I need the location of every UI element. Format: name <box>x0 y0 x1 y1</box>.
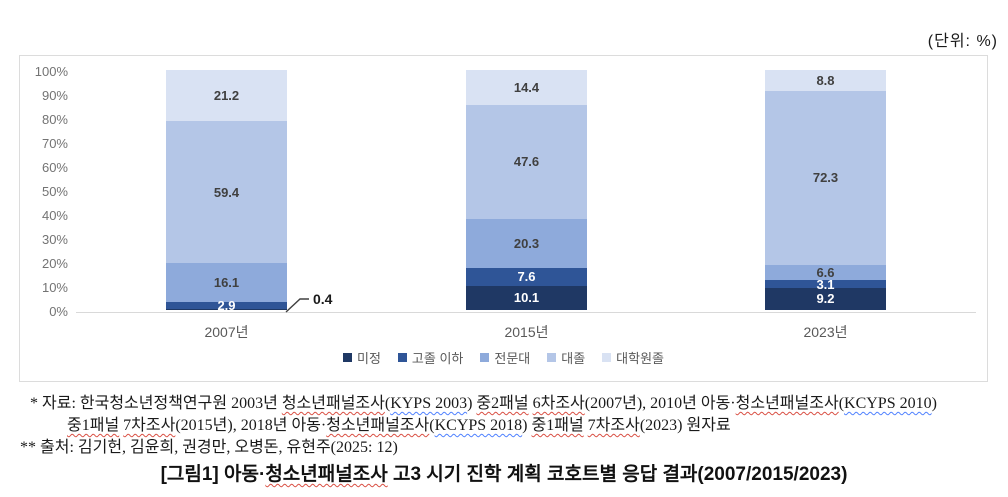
bar-2023년: 9.2 3.1 6.6 72.3 8.8 <box>765 70 886 310</box>
segment-value-label: 9.2 <box>816 291 835 307</box>
segment-고졸 이하: 3.1 <box>765 277 886 292</box>
text-segment: 7차조사 <box>587 417 640 434</box>
bar-2015년: 10.1 7.6 20.3 47.6 14.4 <box>466 70 587 310</box>
segment-value-label: 20.3 <box>513 235 540 251</box>
text-segment: ( <box>838 395 845 412</box>
y-axis-tick: 0% <box>49 304 68 319</box>
segment-value-label: 10.1 <box>513 290 540 306</box>
text-segment: 중1패널 <box>531 417 584 434</box>
y-axis-tick: 90% <box>41 88 68 103</box>
x-axis-category-label: 2007년 <box>204 324 249 340</box>
segment-미정: 9.2 <box>765 287 886 310</box>
segment-value-label: 6.6 <box>816 265 835 281</box>
y-axis-tick: 50% <box>41 184 68 199</box>
legend-marker-icon <box>602 353 612 362</box>
segment-대학원졸: 8.8 <box>765 70 886 92</box>
text-segment: ) <box>931 395 937 412</box>
footnote-citation-line: ** 출처: 김기헌, 김윤희, 권경만, 오병돈, 유현주(2025: 12) <box>20 433 398 457</box>
y-axis-tick: 30% <box>41 232 68 247</box>
segment-미정: 10.1 <box>466 285 587 310</box>
legend-item-전문대: 전문대 <box>480 348 530 367</box>
legend-label: 전문대 <box>494 351 531 366</box>
y-axis-tick: 40% <box>41 208 68 223</box>
segment-미정 <box>166 309 287 310</box>
segment-value-label: 72.3 <box>812 170 839 186</box>
segment-전문대: 16.1 <box>166 263 287 303</box>
x-axis-category-label: 2023년 <box>803 324 848 340</box>
legend-label: 고졸 이하 <box>411 351 464 366</box>
text-segment: ) <box>522 417 532 434</box>
text-segment: ** 출처: 김기헌, 김윤희, 권경만, 오병돈, 유현주(2025: 12) <box>20 439 398 456</box>
legend-label: 미정 <box>356 351 381 366</box>
footnote-source-line-2: 중1패널 7차조사(2015년), 2018년 아동·청소년패널조사(KCYPS… <box>67 411 731 435</box>
bar-2007년: 2.9 16.1 59.4 21.2 <box>166 70 287 313</box>
text-segment: ) <box>467 395 477 412</box>
x-axis-category-label: 2015년 <box>504 324 549 340</box>
legend-label: 대졸 <box>561 351 586 366</box>
y-axis-tick: 100% <box>34 64 68 79</box>
text-segment: KCYPS 2018 <box>434 417 523 434</box>
footnote-source-line-1: * 자료: 한국청소년정책연구원 2003년 청소년패널조사(KYPS 2003… <box>30 389 937 413</box>
legend-marker-icon <box>547 353 557 362</box>
y-axis-tick: 80% <box>41 112 68 127</box>
segment-value-label: 2.9 <box>217 298 236 314</box>
text-segment: 6차조사 <box>532 395 585 412</box>
callout-label: 0.4 <box>313 291 333 307</box>
text-segment: 청소년패널조사 <box>265 464 388 485</box>
legend-item-고졸 이하: 고졸 이하 <box>397 348 464 367</box>
callout-leader-line <box>285 298 309 313</box>
segment-전문대: 6.6 <box>765 264 886 281</box>
figure-caption: [그림1] 아동·청소년패널조사 고3 시기 진학 계획 코호트별 응답 결과(… <box>0 459 1008 486</box>
segment-value-label: 59.4 <box>213 184 240 200</box>
chart-legend: 미정 고졸 이하 전문대 대졸 대학원졸 <box>20 348 987 367</box>
text-segment: 청소년패널조사 <box>281 395 385 412</box>
segment-고졸 이하: 7.6 <box>466 267 587 286</box>
unit-label: (단위: %) <box>927 33 998 50</box>
plot-area: 0.4 100% 90% 80% 70% 60% 50% 40% 30% 20% 10% 0% 2.9… <box>20 56 987 381</box>
text-segment: * 자료: 한국청소년정책연구원 2003년 <box>30 395 282 412</box>
segment-고졸 이하: 2.9 <box>166 298 287 313</box>
text-segment: 7차조사 <box>123 417 176 434</box>
y-axis-tick: 60% <box>41 160 68 175</box>
segment-대졸: 72.3 <box>765 91 886 265</box>
text-segment: 청소년패널조사 <box>735 395 839 412</box>
segment-대졸: 47.6 <box>466 104 587 219</box>
text-segment: ( <box>429 417 435 434</box>
text-segment: 중1패널 <box>67 417 120 434</box>
legend-marker-icon <box>397 353 407 362</box>
text-segment: KCYPS 2010 <box>844 395 932 412</box>
y-axis-tick: 70% <box>41 136 68 151</box>
x-axis-line <box>76 312 976 313</box>
text-segment: (2015년), 2018년 아동· <box>175 417 327 434</box>
text-segment: 고3 시기 진학 계획 코호트별 응답 결과(2007/2015/2023) <box>387 464 848 485</box>
segment-대졸: 59.4 <box>166 120 287 264</box>
segment-value-label: 14.4 <box>513 79 540 95</box>
legend-marker-icon <box>480 353 490 362</box>
legend-item-미정: 미정 <box>342 348 381 367</box>
y-axis-tick: 10% <box>41 280 68 295</box>
segment-전문대: 20.3 <box>466 218 587 268</box>
text-segment: (2023) 원자료 <box>639 417 731 434</box>
segment-value-label: 3.1 <box>816 276 835 292</box>
legend-label: 대학원졸 <box>616 351 665 366</box>
segment-대학원졸: 21.2 <box>166 70 287 121</box>
legend-item-대졸: 대졸 <box>547 348 585 367</box>
text-segment: 청소년패널조사 <box>326 417 430 434</box>
legend-marker-icon <box>342 353 352 362</box>
text-segment: ( <box>384 395 391 412</box>
segment-value-label: 16.1 <box>213 275 240 291</box>
text-segment: (2007년), 2010년 아동· <box>584 395 736 412</box>
y-axis-tick: 20% <box>41 256 68 271</box>
text-segment: 중2패널 <box>476 395 529 412</box>
legend-item-대학원졸: 대학원졸 <box>602 348 664 367</box>
text-segment: KYPS 2003 <box>390 395 468 412</box>
segment-value-label: 21.2 <box>213 87 240 103</box>
text-segment: [그림1] 아동· <box>160 464 266 485</box>
segment-value-label: 8.8 <box>816 73 835 89</box>
stacked-bar-chart: 0.4 100% 90% 80% 70% 60% 50% 40% 30% 20% 10% 0% 2.9… <box>19 55 988 382</box>
segment-value-label: 7.6 <box>517 269 536 285</box>
segment-대학원졸: 14.4 <box>466 70 587 105</box>
segment-value-label: 47.6 <box>513 154 540 170</box>
